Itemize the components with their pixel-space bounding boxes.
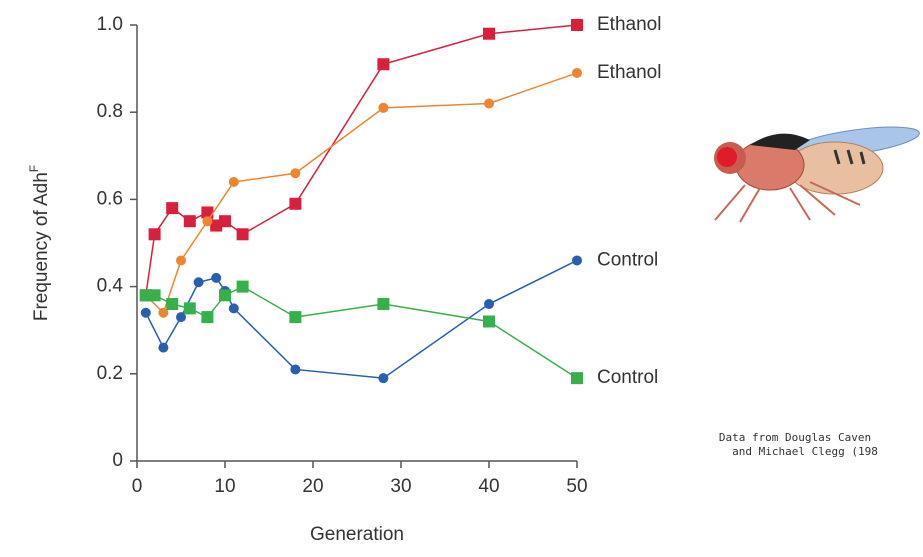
- marker: [378, 102, 389, 113]
- marker: [140, 307, 151, 318]
- marker: [193, 277, 204, 288]
- x-tick-label: 20: [302, 476, 323, 497]
- series-line: [145, 285, 578, 379]
- y-tick-label: 0.2: [97, 363, 123, 384]
- x-tick-label: 10: [214, 476, 235, 497]
- marker: [228, 303, 239, 314]
- marker: [572, 255, 582, 266]
- y-tick-label: 0.8: [97, 101, 123, 122]
- series-line: [145, 72, 578, 315]
- marker: [158, 342, 169, 353]
- marker: [148, 289, 161, 302]
- y-axis-label: Frequency of AdhF: [27, 165, 52, 321]
- note: Data from Douglas Caven: [719, 431, 871, 444]
- marker: [377, 58, 390, 71]
- y-tick-label: 0: [112, 450, 123, 471]
- y-tick-label: 1.0: [97, 14, 123, 35]
- marker: [290, 168, 301, 179]
- marker: [158, 307, 169, 318]
- marker: [219, 215, 231, 228]
- y-axis-label-superscript: F: [27, 165, 41, 172]
- marker: [290, 364, 301, 375]
- x-tick-label: 50: [566, 476, 587, 497]
- marker: [166, 202, 179, 215]
- marker: [289, 311, 302, 324]
- marker: [484, 299, 494, 310]
- marker: [236, 228, 249, 241]
- marker: [183, 302, 196, 315]
- series-label: Ethanol: [597, 14, 661, 35]
- marker: [483, 27, 495, 40]
- series-label: Control: [597, 367, 658, 388]
- marker: [236, 280, 249, 293]
- marker: [176, 312, 186, 323]
- y-tick-label: 0.6: [97, 188, 123, 209]
- marker: [228, 176, 239, 187]
- y-axis-label-text: Frequency of Adh: [31, 172, 52, 321]
- marker: [572, 67, 582, 78]
- series-label: Control: [597, 249, 658, 270]
- marker: [378, 373, 389, 384]
- x-tick-label: 0: [132, 476, 143, 497]
- y-tick-label: 0.4: [97, 276, 124, 297]
- marker: [211, 272, 222, 283]
- series-label: Ethanol: [597, 62, 661, 83]
- marker: [176, 255, 186, 266]
- marker: [571, 19, 583, 31]
- marker: [219, 289, 231, 302]
- x-axis-label: Generation: [310, 524, 404, 545]
- marker: [377, 298, 390, 311]
- marker: [201, 311, 214, 324]
- marker: [289, 197, 302, 210]
- marker: [484, 98, 494, 109]
- marker: [183, 215, 196, 228]
- note: and Michael Clegg (198: [732, 445, 878, 458]
- marker: [166, 298, 179, 311]
- series-line: [145, 24, 578, 296]
- marker: [483, 315, 495, 328]
- marker: [571, 372, 583, 385]
- x-tick-label: 30: [390, 476, 411, 497]
- x-tick-label: 40: [478, 476, 499, 497]
- marker: [202, 216, 213, 227]
- fly-illustration: [714, 126, 920, 223]
- marker: [148, 228, 161, 241]
